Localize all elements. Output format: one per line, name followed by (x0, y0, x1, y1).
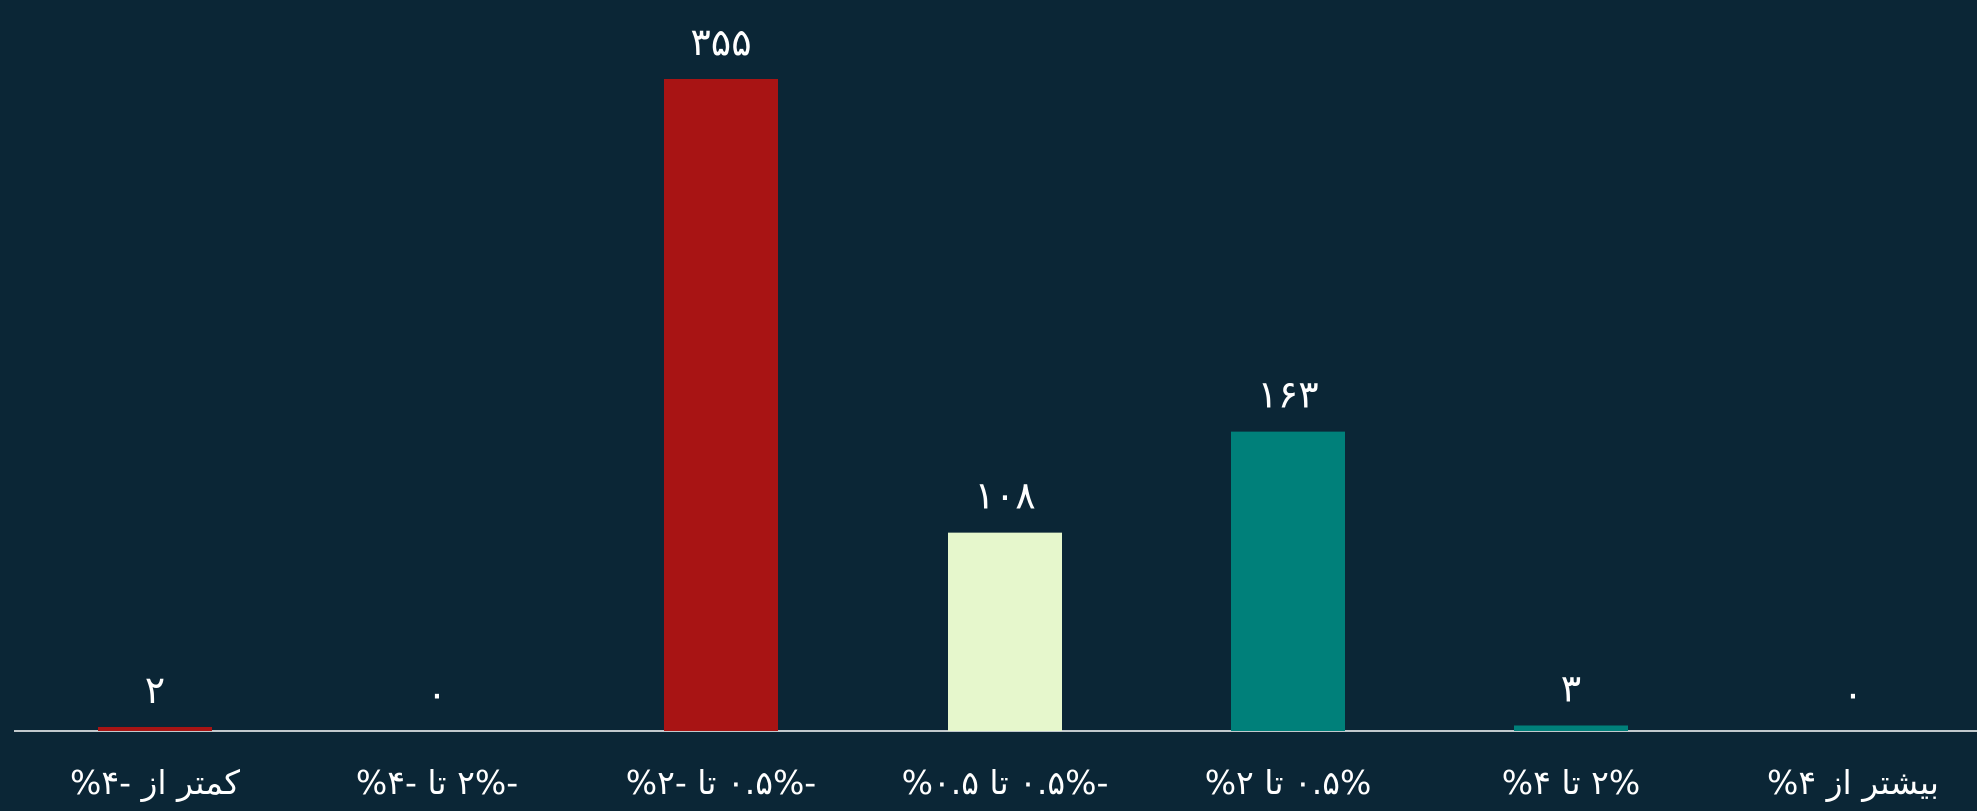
category-label-1: -۲% تا -۴% (356, 763, 518, 802)
value-label-2: ۳۵۵ (690, 20, 751, 64)
value-label-4: ۱۶۳ (1257, 373, 1318, 417)
category-label-5: ۲% تا ۴% (1502, 763, 1640, 802)
bar-2 (664, 79, 778, 731)
category-label-4: ۰.۵% تا ۲% (1205, 763, 1372, 802)
bar-3 (948, 532, 1062, 731)
category-label-0: کمتر از -۴% (70, 763, 240, 802)
bar-4 (1231, 431, 1345, 731)
value-label-3: ۱۰۸ (974, 474, 1035, 518)
value-label-6: ۰ (1843, 672, 1863, 716)
category-label-2: -۰.۵% تا -۲% (626, 763, 816, 802)
category-label-3: -۰.۵% تا ۰.۵% (902, 763, 1109, 802)
bars-group (98, 79, 1628, 731)
bar-5 (1514, 725, 1628, 731)
bar-0 (98, 727, 212, 731)
value-label-1: ۰ (427, 672, 447, 716)
value-label-5: ۳ (1561, 666, 1581, 710)
category-label-6: بیشتر از ۴% (1767, 763, 1939, 802)
category-labels-group: کمتر از -۴% -۲% تا -۴% -۰.۵% تا -۲% -۰.۵% ت… (70, 763, 1939, 802)
value-labels-group: ۲ ۰ ۳۵۵ ۱۰۸ ۱۶۳ ۳ ۰ (145, 20, 1863, 716)
value-label-0: ۲ (145, 668, 165, 712)
